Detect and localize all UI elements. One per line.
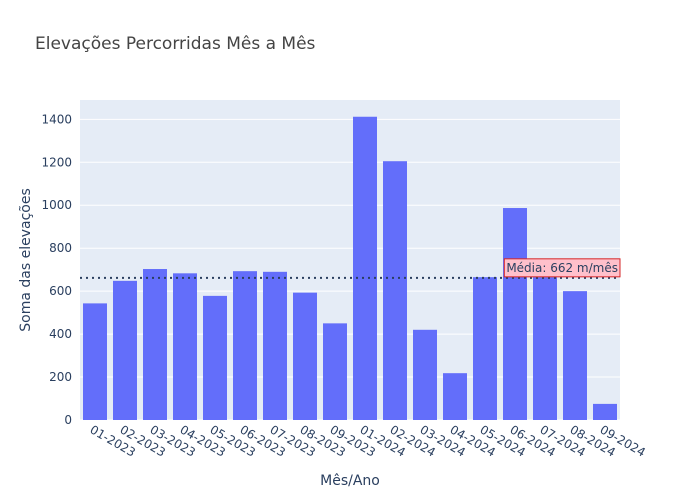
y-tick-label: 400 — [49, 327, 72, 341]
bar-07-2024[interactable] — [533, 277, 557, 420]
chart-title: Elevações Percorridas Mês a Mês — [35, 34, 316, 54]
bar-04-2023[interactable] — [173, 273, 197, 420]
bar-06-2024[interactable] — [503, 208, 527, 420]
x-axis-title: Mês/Ano — [320, 473, 380, 489]
bar-03-2024[interactable] — [413, 329, 437, 420]
y-tick-label: 600 — [49, 284, 72, 298]
bar-05-2023[interactable] — [203, 295, 227, 420]
bar-03-2023[interactable] — [143, 269, 167, 420]
bar-08-2023[interactable] — [293, 292, 317, 420]
bar-02-2024[interactable] — [383, 161, 407, 420]
bar-01-2023[interactable] — [83, 303, 107, 420]
bar-02-2023[interactable] — [113, 280, 137, 420]
y-tick-label: 1200 — [41, 155, 72, 169]
bar-04-2024[interactable] — [443, 373, 467, 420]
y-tick-label: 0 — [64, 413, 72, 427]
y-tick-label: 1000 — [41, 198, 72, 212]
bar-07-2023[interactable] — [263, 271, 287, 420]
y-tick-label: 800 — [49, 241, 72, 255]
bar-05-2024[interactable] — [473, 277, 497, 420]
bar-09-2024[interactable] — [593, 403, 617, 420]
mean-annotation-text: Média: 662 m/mês — [506, 261, 618, 275]
bar-09-2023[interactable] — [323, 323, 347, 420]
bar-08-2024[interactable] — [563, 291, 587, 420]
y-axis-title: Soma das elevações — [18, 188, 34, 331]
y-tick-label: 1400 — [41, 112, 72, 126]
bar-06-2023[interactable] — [233, 271, 257, 420]
bar-01-2024[interactable] — [353, 116, 377, 420]
mean-annotation-box — [503, 258, 621, 278]
y-tick-label: 200 — [49, 370, 72, 384]
